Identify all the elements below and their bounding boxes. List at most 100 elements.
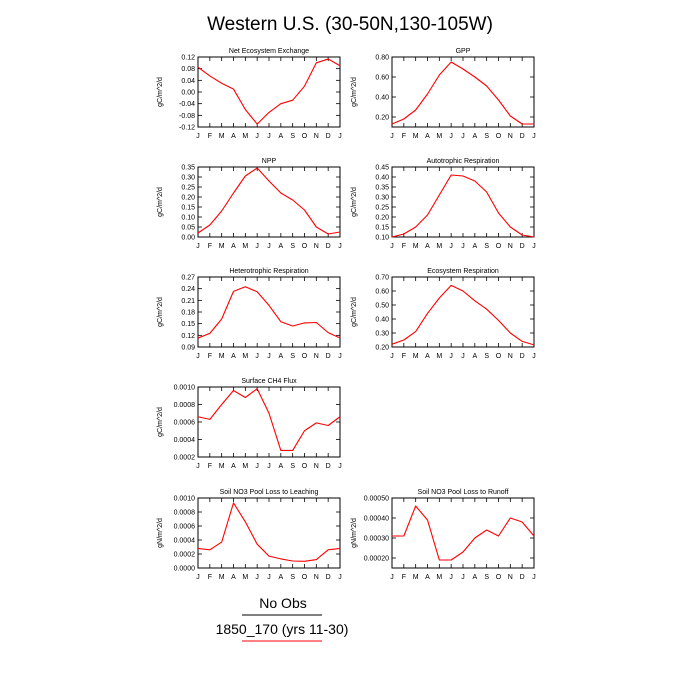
x-tick-label: S	[484, 353, 489, 360]
x-tick-label: O	[302, 243, 308, 250]
x-tick-label: D	[520, 133, 525, 140]
x-tick-label: J	[532, 133, 536, 140]
y-axis-label: gC/m^2/d	[157, 407, 164, 437]
x-tick-label: N	[508, 574, 513, 581]
chart-panel-8: Soil NO3 Pool Loss to Leaching 0.0000 0.00…	[157, 489, 342, 581]
chart-panel-6: Ecosystem Respiration 0.20 0.30 0.40 0.50 0.6…	[351, 268, 536, 360]
x-tick-label: M	[219, 243, 225, 250]
panel-title: NPP	[262, 158, 277, 165]
y-axis-label: gN/m^2/d	[157, 518, 164, 548]
x-tick-label: S	[290, 574, 295, 581]
x-tick-label: J	[267, 353, 271, 360]
y-tick-label: 0.00	[181, 90, 195, 97]
y-axis-label: gC/m^2/d	[157, 77, 164, 107]
x-tick-label: O	[496, 353, 502, 360]
x-tick-label: M	[242, 574, 248, 581]
x-tick-label: D	[326, 463, 331, 470]
y-tick-label: 0.0000	[174, 566, 196, 573]
x-tick-label: M	[413, 243, 419, 250]
x-tick-label: O	[302, 133, 308, 140]
x-tick-label: O	[302, 574, 308, 581]
y-tick-label: 0.30	[375, 331, 389, 338]
legend-model-label: No Obs	[259, 595, 306, 611]
x-tick-label: M	[413, 133, 419, 140]
x-tick-label: J	[196, 243, 200, 250]
x-tick-label: J	[267, 574, 271, 581]
y-tick-label: 0.04	[181, 78, 195, 85]
y-tick-label: 0.0010	[174, 496, 196, 503]
y-axis-label: gC/m^2/d	[157, 297, 164, 327]
x-tick-label: N	[314, 574, 319, 581]
x-tick-label: S	[290, 463, 295, 470]
panel-title: Soil NO3 Pool Loss to Leaching	[220, 489, 319, 496]
x-tick-label: D	[326, 574, 331, 581]
x-tick-label: A	[231, 243, 236, 250]
x-tick-label: A	[231, 574, 236, 581]
x-tick-label: F	[208, 574, 212, 581]
x-tick-label: O	[496, 243, 502, 250]
legend: No Obs 1850_170 (yrs 11-30)	[216, 595, 348, 642]
x-tick-label: S	[290, 243, 295, 250]
y-tick-label: 0.50	[375, 303, 389, 310]
x-tick-label: J	[255, 243, 259, 250]
x-tick-label: A	[425, 574, 430, 581]
x-tick-label: M	[242, 463, 248, 470]
series-line	[392, 505, 535, 561]
chart-panel-4: Autotrophic Respiration 0.10 0.15 0.20 0.25 0…	[351, 158, 536, 250]
x-tick-label: J	[196, 133, 200, 140]
y-tick-label: 0.08	[181, 66, 195, 73]
x-tick-label: N	[508, 133, 513, 140]
x-tick-label: J	[461, 574, 465, 581]
x-tick-label: A	[425, 243, 430, 250]
x-tick-label: J	[255, 574, 259, 581]
x-tick-label: J	[196, 574, 200, 581]
y-tick-label: 0.0002	[174, 455, 196, 462]
y-tick-label: 0.20	[375, 345, 389, 352]
y-tick-label: 0.35	[375, 185, 389, 192]
y-tick-label: 0.60	[375, 289, 389, 296]
x-tick-label: J	[461, 243, 465, 250]
y-tick-label: 0.09	[181, 345, 195, 352]
x-tick-label: A	[278, 574, 283, 581]
y-tick-label: 0.0010	[174, 385, 196, 392]
y-tick-label: 0.10	[375, 235, 389, 242]
x-tick-label: A	[425, 353, 430, 360]
x-tick-label: J	[449, 243, 453, 250]
x-tick-label: D	[326, 353, 331, 360]
x-tick-label: N	[508, 243, 513, 250]
x-tick-label: J	[267, 463, 271, 470]
x-tick-label: M	[242, 133, 248, 140]
y-tick-label: 0.21	[181, 298, 195, 305]
x-tick-label: J	[196, 353, 200, 360]
x-tick-label: D	[520, 353, 525, 360]
y-tick-label: 0.0004	[174, 538, 196, 545]
x-tick-label: J	[255, 463, 259, 470]
series-line	[197, 286, 341, 339]
series-line	[197, 502, 341, 562]
y-tick-label: 0.12	[181, 55, 195, 62]
x-tick-label: J	[338, 353, 342, 360]
x-tick-label: A	[231, 353, 236, 360]
series-line	[197, 388, 341, 451]
x-tick-label: N	[314, 463, 319, 470]
x-tick-label: F	[208, 463, 212, 470]
x-tick-label: A	[472, 574, 477, 581]
y-tick-label: 0.10	[181, 215, 195, 222]
x-tick-label: A	[278, 243, 283, 250]
x-tick-label: A	[231, 463, 236, 470]
y-tick-label: 0.05	[181, 225, 195, 232]
y-tick-label: 0.00050	[364, 496, 389, 503]
y-tick-label: 0.00	[181, 235, 195, 242]
y-tick-label: 0.0006	[174, 524, 196, 531]
x-tick-label: N	[508, 353, 513, 360]
x-tick-label: J	[338, 574, 342, 581]
y-tick-label: 0.20	[375, 215, 389, 222]
panel-title: Net Ecosystem Exchange	[229, 48, 309, 55]
x-tick-label: J	[267, 133, 271, 140]
y-tick-label: -0.12	[179, 125, 195, 132]
x-tick-label: N	[314, 353, 319, 360]
x-tick-label: J	[255, 353, 259, 360]
panel-title: Ecosystem Respiration	[427, 268, 499, 275]
x-tick-label: N	[314, 133, 319, 140]
